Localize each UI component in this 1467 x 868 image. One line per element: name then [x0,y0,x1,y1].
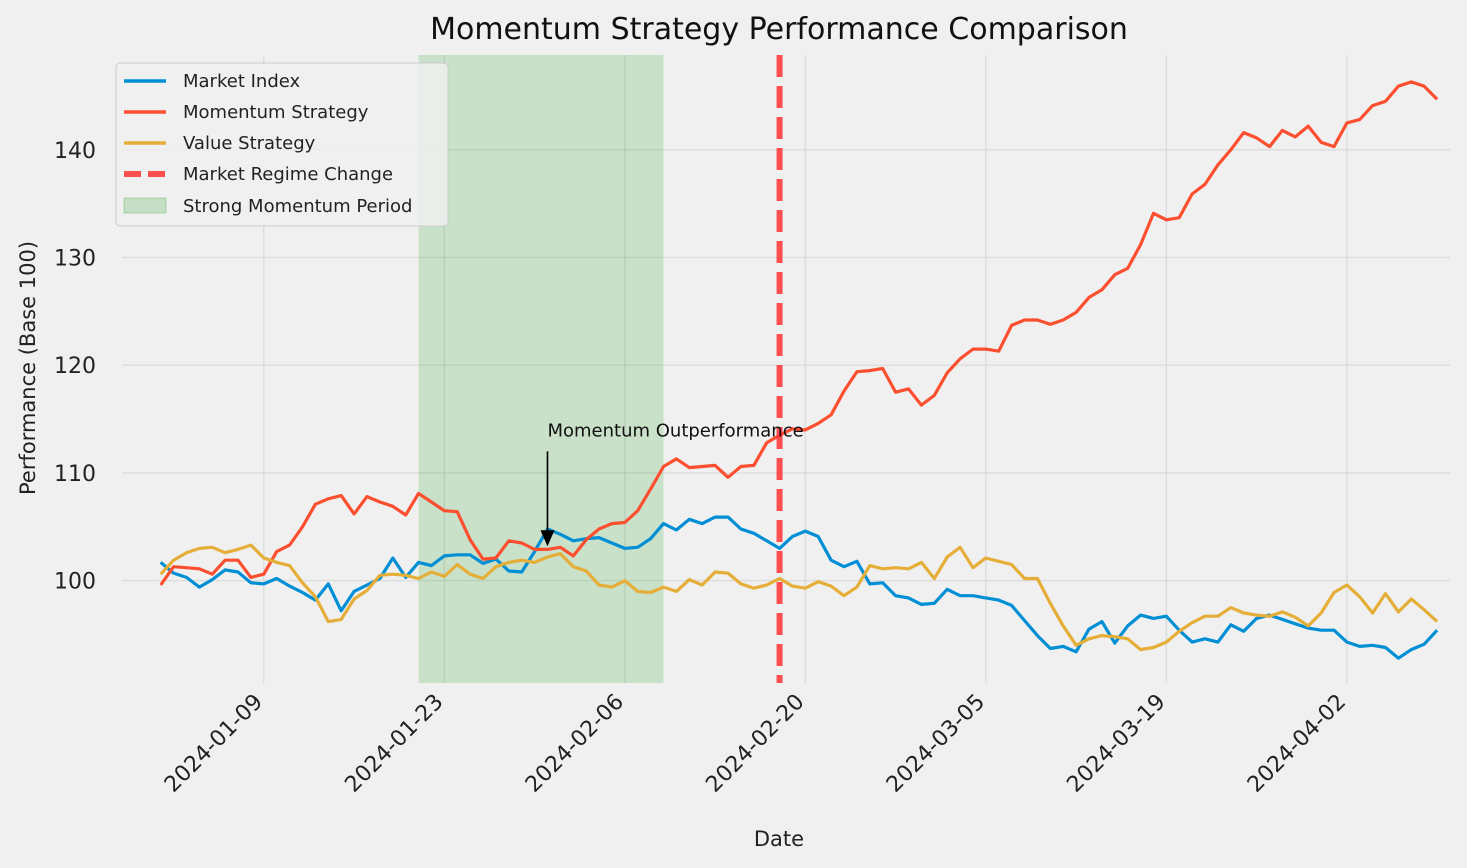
y-tick-label: 120 [54,354,96,379]
series-line-momentum-strategy [159,80,1439,586]
y-tick-label: 100 [54,570,96,595]
annotation-layer: Momentum Outperformance [540,420,804,547]
annotation-arrow-head [540,530,555,547]
series-layer [159,80,1439,660]
legend-label-momentum-period: Strong Momentum Period [183,196,412,217]
legend-label-momentum-strategy: Momentum Strategy [183,102,369,123]
y-tick-label: 130 [54,247,96,272]
series-line-value-strategy [159,543,1439,652]
x-axis-label: Date [754,827,804,851]
legend-label-value-strategy: Value Strategy [183,133,316,154]
legend-label-regime-change: Market Regime Change [183,164,393,185]
annotation-text: Momentum Outperformance [547,420,803,441]
y-tick-label: 140 [54,139,96,164]
legend-box [115,62,449,227]
strong-momentum-region [418,55,664,683]
chart-title: Momentum Strategy Performance Comparison [430,12,1128,47]
grid [122,55,1450,683]
legend: Market Index Momentum Strategy Value Str… [115,62,449,227]
y-axis-label: Performance (Base 100) [16,241,40,495]
shaded-region-layer [418,55,664,683]
legend-swatch-momentum-period [123,197,167,214]
y-tick-label: 110 [54,462,96,487]
legend-label-market-index: Market Index [183,71,300,92]
